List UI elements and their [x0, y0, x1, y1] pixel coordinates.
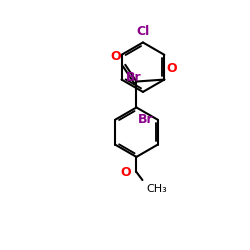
Text: O: O — [111, 50, 121, 63]
Text: Br: Br — [126, 71, 141, 84]
Text: Br: Br — [138, 113, 154, 126]
Text: O: O — [166, 62, 176, 75]
Text: CH₃: CH₃ — [146, 184, 167, 194]
Text: O: O — [121, 166, 131, 178]
Text: Cl: Cl — [136, 26, 149, 38]
